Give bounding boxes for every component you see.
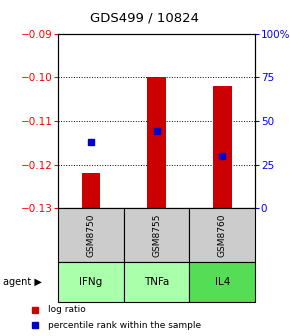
Text: GDS499 / 10824: GDS499 / 10824: [90, 12, 200, 25]
Text: IFNg: IFNg: [79, 277, 102, 287]
Bar: [124, 262, 189, 302]
Text: GSM8755: GSM8755: [152, 213, 161, 257]
Text: agent ▶: agent ▶: [3, 277, 42, 287]
Bar: [189, 208, 255, 262]
Text: percentile rank within the sample: percentile rank within the sample: [48, 321, 202, 330]
Text: GSM8760: GSM8760: [218, 213, 227, 257]
Bar: [124, 208, 189, 262]
Bar: [58, 262, 124, 302]
Bar: [189, 262, 255, 302]
Bar: [58, 208, 124, 262]
Text: IL4: IL4: [215, 277, 230, 287]
Bar: [82, 173, 100, 208]
Text: GSM8750: GSM8750: [86, 213, 95, 257]
Text: log ratio: log ratio: [48, 305, 86, 314]
Bar: [147, 77, 166, 208]
Text: TNFa: TNFa: [144, 277, 169, 287]
Bar: [213, 86, 231, 208]
